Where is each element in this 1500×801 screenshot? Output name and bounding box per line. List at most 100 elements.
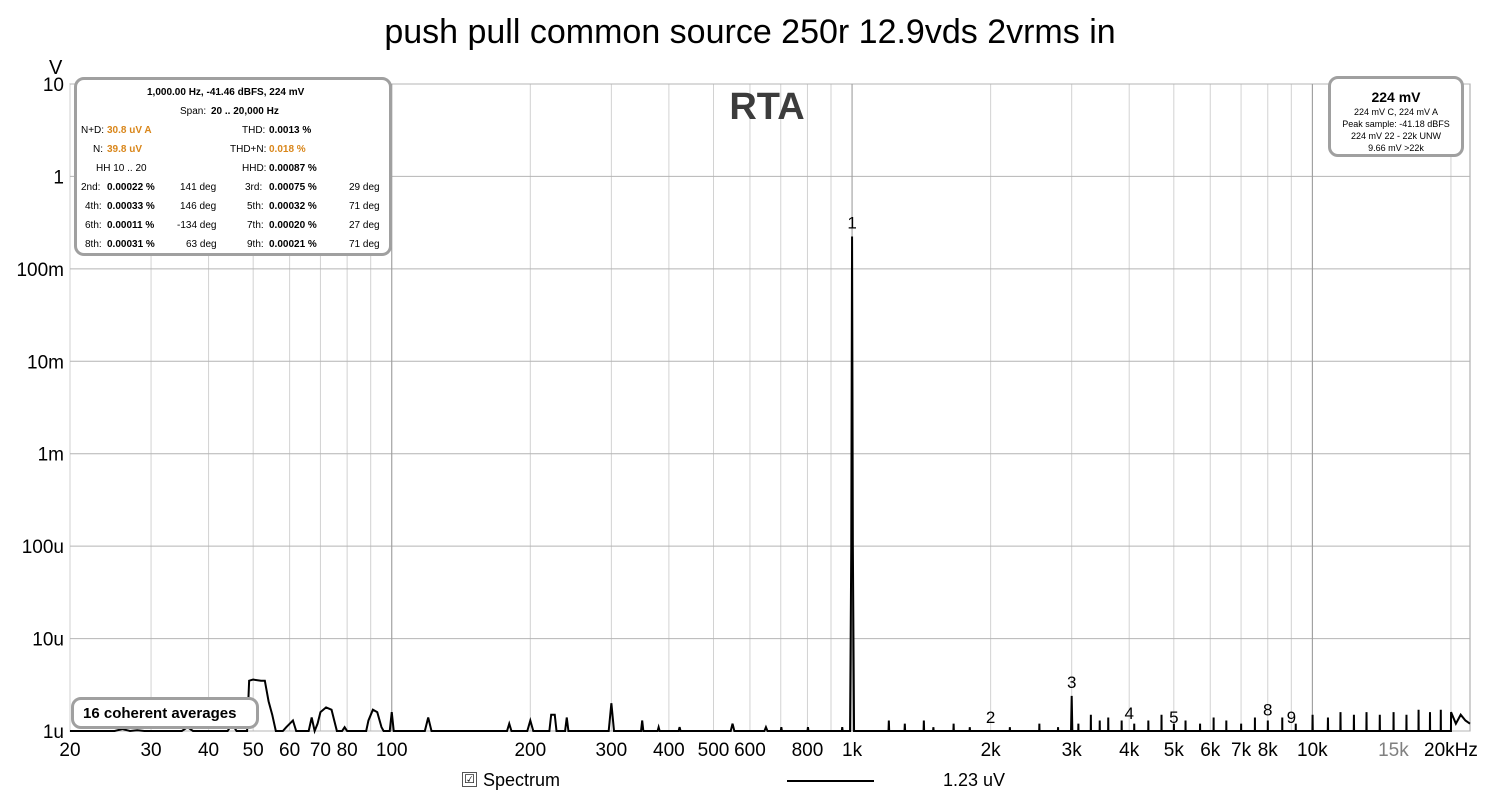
x-tick-label: 5k bbox=[1164, 740, 1185, 761]
harmonic-phase: 27 deg bbox=[349, 220, 380, 231]
harmonic-label: 9th: bbox=[247, 239, 264, 250]
harmonic-label: 8th: bbox=[85, 239, 102, 250]
thdn-label: THD+N: bbox=[230, 144, 267, 155]
harmonic-row: 8th: 0.00031 % 63 deg 9th: 0.00021 % 71 … bbox=[77, 235, 389, 254]
x-tick-label: 2k bbox=[981, 740, 1002, 761]
x-tick-label: 70 bbox=[310, 740, 331, 761]
averages-label: 16 coherent averages bbox=[83, 705, 237, 722]
nd-value: 30.8 uV A bbox=[107, 125, 152, 136]
y-tick-label: 1 bbox=[53, 167, 64, 188]
y-tick-label: 10m bbox=[27, 352, 64, 373]
harmonic-marker-label: 2 bbox=[986, 708, 995, 727]
y-tick-label: 1m bbox=[38, 445, 64, 466]
level-line-weighted: 224 mV C, 224 mV A bbox=[1353, 107, 1439, 117]
legend-series-name: Spectrum bbox=[483, 770, 561, 790]
harmonic-value: 0.00011 % bbox=[107, 220, 155, 231]
y-tick-label: 10 bbox=[43, 75, 64, 96]
x-tick-label: 20kHz bbox=[1424, 740, 1478, 761]
harmonic-label: 7th: bbox=[247, 220, 264, 231]
level-line-unweighted: 224 mV 22 - 22k UNW bbox=[1350, 131, 1442, 141]
x-tick-label: 600 bbox=[734, 740, 766, 761]
harmonic-value: 0.00032 % bbox=[269, 201, 317, 212]
stats-header: 1,000.00 Hz, -41.46 dBFS, 224 mV bbox=[147, 87, 305, 98]
x-tick-label: 500 bbox=[698, 740, 730, 761]
harmonic-marker-label: 1 bbox=[847, 213, 856, 232]
y-tick-label: 10u bbox=[32, 630, 64, 651]
level-main-value: 224 mV bbox=[1371, 89, 1421, 105]
harmonic-value: 0.00021 % bbox=[269, 239, 317, 250]
x-tick-label: 8k bbox=[1258, 740, 1279, 761]
harmonic-value: 0.00022 % bbox=[107, 182, 155, 193]
x-tick-label: 800 bbox=[792, 740, 824, 761]
harmonic-label: 2nd: bbox=[81, 182, 101, 193]
harmonic-phase: 141 deg bbox=[180, 182, 217, 193]
harmonic-phase: 29 deg bbox=[349, 182, 380, 193]
x-tick-labels: 20 30 40 50 60 70 80 100 200 300 400 500 600 800 1k 2k 3… bbox=[59, 740, 1477, 761]
legend: ☑ Spectrum 1.23 uV bbox=[462, 770, 1062, 794]
x-tick-label: 3k bbox=[1062, 740, 1083, 761]
x-tick-label: 40 bbox=[198, 740, 219, 761]
harmonic-markers: 1 2 3 4 5 8 9 bbox=[847, 213, 1296, 727]
y-tick-label: 100m bbox=[16, 260, 64, 281]
x-tick-label: 80 bbox=[337, 740, 358, 761]
n-value: 39.8 uV bbox=[107, 144, 143, 155]
harmonic-value: 0.00031 % bbox=[107, 239, 155, 250]
y-tick-label: 1u bbox=[43, 722, 64, 743]
span-value: 20 .. 20,000 Hz bbox=[211, 106, 279, 117]
x-tick-label: 400 bbox=[653, 740, 685, 761]
harmonic-row: 4th: 0.00033 % 146 deg 5th: 0.00032 % 71… bbox=[77, 197, 389, 216]
hhd-value: 0.00087 % bbox=[269, 163, 317, 174]
spectrum-checkbox[interactable]: ☑ bbox=[462, 772, 477, 787]
harmonic-label: 5th: bbox=[247, 201, 264, 212]
nd-label: N+D: bbox=[81, 125, 105, 136]
harmonic-row: 6th: 0.00011 % -134 deg 7th: 0.00020 % 2… bbox=[77, 216, 389, 235]
x-tick-label: 10k bbox=[1297, 740, 1328, 761]
harmonic-phase: 146 deg bbox=[180, 201, 217, 212]
span-label: Span: bbox=[180, 106, 207, 117]
harmonic-marker-label: 9 bbox=[1287, 708, 1296, 727]
harmonic-phase: 71 deg bbox=[349, 239, 380, 250]
x-tick-label: 4k bbox=[1119, 740, 1140, 761]
thd-value: 0.0013 % bbox=[269, 125, 312, 136]
x-tick-label: 7k bbox=[1231, 740, 1252, 761]
y-unit-label: V bbox=[49, 57, 63, 79]
rta-watermark: RTA bbox=[729, 86, 804, 128]
chart-title: push pull common source 250r 12.9vds 2vr… bbox=[384, 13, 1115, 51]
harmonic-value: 0.00075 % bbox=[269, 182, 317, 193]
y-tick-label: 100u bbox=[22, 537, 64, 558]
harmonic-marker-label: 3 bbox=[1067, 673, 1076, 692]
thd-label: THD: bbox=[242, 125, 266, 136]
spectrum-line bbox=[70, 236, 1471, 735]
level-line-above-22k: 9.66 mV >22k bbox=[1368, 143, 1424, 153]
x-tick-label: 20 bbox=[59, 740, 80, 761]
harmonic-phase: -134 deg bbox=[177, 220, 217, 231]
level-meter-box[interactable]: 224 mV 224 mV C, 224 mV A Peak sample: -… bbox=[1328, 76, 1464, 157]
legend-line-swatch bbox=[787, 780, 874, 782]
x-tick-label: 100 bbox=[376, 740, 408, 761]
distortion-stats-box[interactable]: 1,000.00 Hz, -41.46 dBFS, 224 mV Span: 2… bbox=[74, 77, 392, 256]
x-tick-label: 15k bbox=[1378, 740, 1409, 761]
x-tick-label: 50 bbox=[243, 740, 264, 761]
harmonic-value: 0.00033 % bbox=[107, 201, 155, 212]
x-tick-label: 6k bbox=[1200, 740, 1221, 761]
harmonic-marker-label: 8 bbox=[1263, 701, 1272, 720]
hh-label: HH 10 .. 20 bbox=[96, 163, 147, 174]
harmonic-value: 0.00020 % bbox=[269, 220, 317, 231]
x-tick-label: 300 bbox=[596, 740, 628, 761]
level-line-peak: Peak sample: -41.18 dBFS bbox=[1342, 119, 1450, 129]
x-tick-label: 200 bbox=[514, 740, 546, 761]
x-tick-label: 1k bbox=[842, 740, 863, 761]
harmonic-label: 4th: bbox=[85, 201, 102, 212]
x-tick-label: 60 bbox=[279, 740, 300, 761]
x-tick-label: 30 bbox=[140, 740, 161, 761]
harmonic-phase: 63 deg bbox=[186, 239, 217, 250]
y-tick-labels: 10 1 100m 10m 1m 100u 10u 1u bbox=[16, 75, 64, 743]
averages-box: 16 coherent averages bbox=[71, 697, 259, 729]
harmonic-phase: 71 deg bbox=[349, 201, 380, 212]
harmonic-row: 2nd: 0.00022 % 141 deg 3rd: 0.00075 % 29… bbox=[77, 178, 389, 197]
thdn-value: 0.018 % bbox=[269, 144, 306, 155]
legend-cursor-value: 1.23 uV bbox=[943, 770, 1006, 790]
harmonic-label: 3rd: bbox=[245, 182, 263, 193]
n-label: N: bbox=[93, 144, 103, 155]
harmonic-label: 6th: bbox=[85, 220, 102, 231]
